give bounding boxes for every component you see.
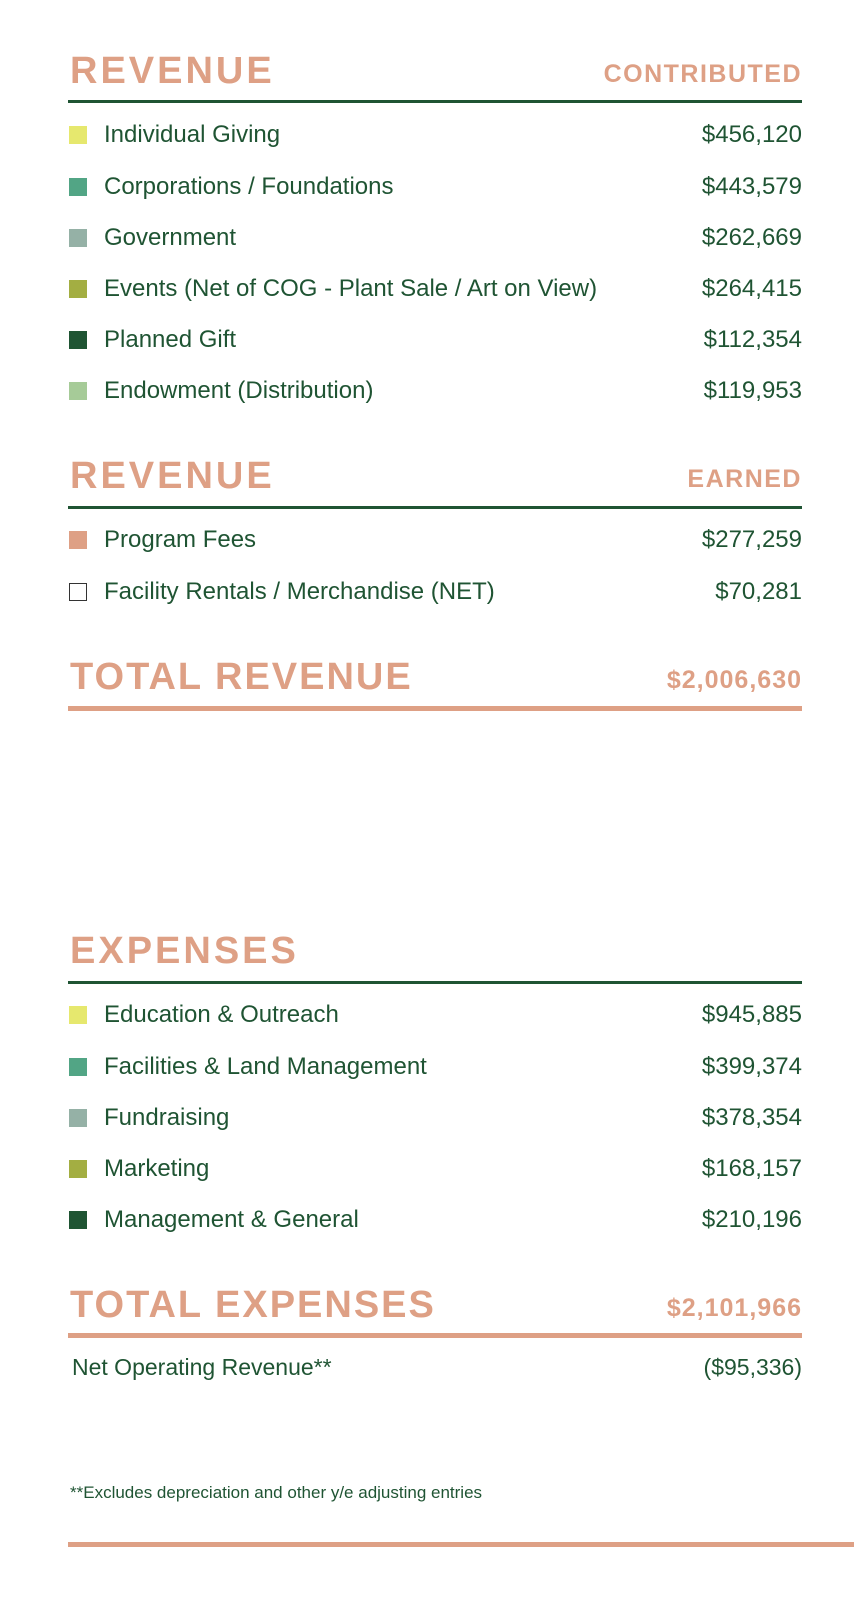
item-label: Education & Outreach <box>104 1001 339 1028</box>
swatch-icon <box>69 280 87 298</box>
swatch-icon <box>69 531 87 549</box>
revenue-earned-header: REVENUE EARNED <box>68 457 802 497</box>
list-item: Fundraising $378,354 <box>68 1103 802 1133</box>
section-title: REVENUE <box>70 455 275 497</box>
item-label: Endowment (Distribution) <box>104 377 374 404</box>
item-value: $378,354 <box>701 1104 802 1131</box>
list-item: Planned Gift $112,354 <box>68 325 802 355</box>
item-value: $456,120 <box>701 121 802 148</box>
item-value: $119,953 <box>703 377 802 404</box>
item-value: $277,259 <box>701 526 802 553</box>
item-value: $264,415 <box>701 275 802 302</box>
expenses-header: EXPENSES <box>68 932 802 972</box>
section-title: REVENUE <box>70 50 275 92</box>
list-item: Facilities & Land Management $399,374 <box>68 1052 802 1082</box>
list-item: Endowment (Distribution) $119,953 <box>68 376 802 406</box>
item-value: $70,281 <box>715 578 802 605</box>
swatch-icon <box>69 1109 87 1127</box>
list-item: Marketing $168,157 <box>68 1154 802 1184</box>
item-label: Fundraising <box>104 1104 230 1131</box>
item-value: $262,669 <box>701 224 802 251</box>
footnote: **Excludes depreciation and other y/e ad… <box>70 1483 483 1502</box>
swatch-icon <box>69 1006 87 1024</box>
list-item: Events (Net of COG - Plant Sale / Art on… <box>68 274 802 304</box>
list-item: Management & General $210,196 <box>68 1205 802 1235</box>
divider <box>68 100 802 103</box>
divider <box>68 506 802 509</box>
divider <box>68 1333 802 1338</box>
item-label: Planned Gift <box>104 326 237 353</box>
swatch-icon <box>69 382 87 400</box>
item-label: Facilities & Land Management <box>104 1053 427 1080</box>
item-label: Government <box>104 224 237 251</box>
swatch-icon <box>69 1211 87 1229</box>
item-label: Marketing <box>104 1155 210 1182</box>
swatch-icon <box>69 229 87 247</box>
item-value: $112,354 <box>703 326 802 353</box>
item-value: $945,885 <box>701 1001 802 1028</box>
total-revenue-label: TOTAL REVENUE <box>70 656 413 698</box>
bottom-divider <box>68 1542 854 1547</box>
list-item: Individual Giving $456,120 <box>68 120 802 150</box>
net-operating-label: Net Operating Revenue** <box>72 1354 332 1380</box>
item-label: Events (Net of COG - Plant Sale / Art on… <box>104 275 598 302</box>
total-revenue-value: $2,006,630 <box>666 666 802 694</box>
total-expenses-label: TOTAL EXPENSES <box>70 1284 436 1326</box>
item-value: $168,157 <box>701 1155 802 1182</box>
item-value: $399,374 <box>701 1053 802 1080</box>
item-label: Program Fees <box>104 526 257 553</box>
item-label: Individual Giving <box>104 121 281 148</box>
section-subtitle: CONTRIBUTED <box>603 60 802 88</box>
item-label: Management & General <box>104 1206 359 1233</box>
swatch-icon <box>69 178 87 196</box>
swatch-icon <box>69 126 87 144</box>
revenue-contributed-header: REVENUE CONTRIBUTED <box>68 52 802 92</box>
swatch-icon <box>69 1058 87 1076</box>
swatch-icon <box>69 331 87 349</box>
list-item: Program Fees $277,259 <box>68 525 802 555</box>
item-value: $210,196 <box>701 1206 802 1233</box>
list-item: Education & Outreach $945,885 <box>68 1000 802 1030</box>
swatch-icon <box>69 1160 87 1178</box>
item-label: Corporations / Foundations <box>104 173 394 200</box>
empty-swatch-icon <box>69 583 87 601</box>
divider <box>68 981 802 984</box>
list-item: Government $262,669 <box>68 223 802 253</box>
section-title: EXPENSES <box>70 930 299 972</box>
list-item: Facility Rentals / Merchandise (NET) $70… <box>68 577 802 607</box>
list-item: Corporations / Foundations $443,579 <box>68 172 802 202</box>
item-label: Facility Rentals / Merchandise (NET) <box>104 578 495 605</box>
net-operating-value: ($95,336) <box>703 1354 802 1380</box>
divider <box>68 706 802 711</box>
total-expenses-value: $2,101,966 <box>666 1294 802 1322</box>
item-value: $443,579 <box>701 173 802 200</box>
section-subtitle: EARNED <box>687 465 802 493</box>
